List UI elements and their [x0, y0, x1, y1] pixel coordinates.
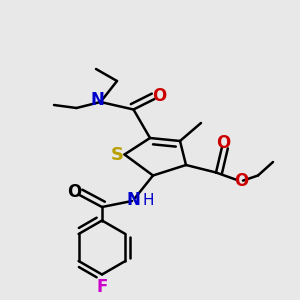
Text: O: O — [234, 172, 249, 190]
Text: S: S — [110, 146, 124, 164]
Text: N: N — [127, 191, 140, 209]
Text: O: O — [67, 183, 81, 201]
Text: O: O — [216, 134, 231, 152]
Text: F: F — [96, 278, 108, 296]
Text: O: O — [152, 87, 166, 105]
Text: H: H — [143, 193, 154, 208]
Text: N: N — [91, 91, 104, 109]
